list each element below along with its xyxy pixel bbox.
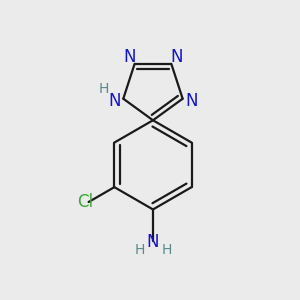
Text: Cl: Cl [77, 193, 93, 211]
Text: N: N [185, 92, 197, 110]
Text: N: N [109, 92, 121, 110]
Text: H: H [134, 243, 145, 257]
Text: N: N [170, 48, 183, 66]
Text: H: H [98, 82, 109, 96]
Text: N: N [123, 48, 136, 66]
Text: H: H [161, 243, 172, 257]
Text: N: N [147, 233, 159, 251]
